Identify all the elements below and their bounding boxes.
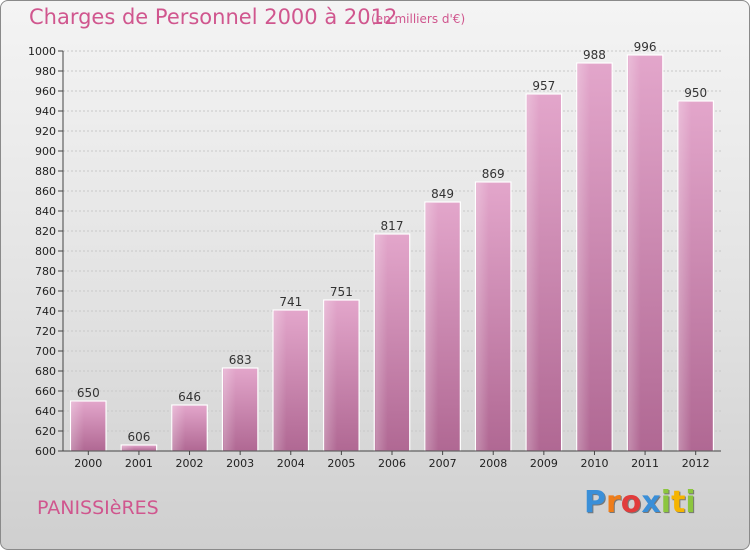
- x-tick-label: 2001: [125, 457, 153, 470]
- value-label: 849: [431, 187, 454, 201]
- bar-highlight: [577, 64, 591, 450]
- brand-letter: i: [685, 485, 696, 520]
- x-tick-label: 2008: [479, 457, 507, 470]
- y-tick-label: 860: [35, 185, 56, 198]
- x-tick-label: 2005: [327, 457, 355, 470]
- x-tick-label: 2007: [429, 457, 457, 470]
- y-tick-label: 1000: [28, 45, 56, 58]
- y-tick-label: 880: [35, 165, 56, 178]
- y-tick-label: 680: [35, 365, 56, 378]
- value-label: 650: [77, 386, 100, 400]
- y-tick-label: 900: [35, 145, 56, 158]
- chart-unit: (en milliers d'€): [371, 12, 466, 26]
- brand-letter: P: [584, 485, 606, 520]
- y-tick-label: 640: [35, 405, 56, 418]
- value-label: 741: [279, 295, 302, 309]
- y-tick-label: 740: [35, 305, 56, 318]
- bar-highlight: [324, 301, 338, 450]
- y-tick-label: 920: [35, 125, 56, 138]
- y-tick-label: 960: [35, 85, 56, 98]
- bar-highlight: [375, 235, 388, 450]
- value-label: 817: [381, 219, 404, 233]
- value-label: 988: [583, 48, 606, 62]
- y-tick-label: 760: [35, 285, 56, 298]
- x-tick-label: 2012: [682, 457, 710, 470]
- y-tick-label: 600: [35, 445, 56, 458]
- bar-chart: 650606646683741751817849869957988996950 …: [28, 40, 721, 470]
- value-label: 683: [229, 353, 252, 367]
- bar-highlight: [628, 56, 641, 450]
- proxiti-logo: Proxiti: [584, 485, 696, 520]
- value-label: 646: [178, 390, 201, 404]
- axes: 600 620 640 660 680 700 720 740 760 780 800 820 840 8…: [28, 45, 721, 470]
- value-label: 751: [330, 285, 353, 299]
- commune-name: PANISSIèRES: [37, 497, 159, 519]
- x-tick-label: 2006: [378, 457, 406, 470]
- x-tick-label: 2003: [226, 457, 254, 470]
- brand-letter: i: [660, 485, 672, 520]
- value-label: 957: [532, 79, 555, 93]
- value-label: 869: [482, 167, 505, 181]
- x-tick-label: 2010: [580, 457, 608, 470]
- value-label: 950: [684, 86, 707, 100]
- bar-highlight: [172, 406, 186, 450]
- bar-highlight: [527, 95, 540, 450]
- y-tick-label: 620: [35, 425, 56, 438]
- x-tick-label: 2000: [74, 457, 102, 470]
- y-tick-label: 720: [35, 325, 56, 338]
- bars: 650 606 646 683 741 751 817 849 869 957 988 996 950: [69, 40, 715, 452]
- bar-highlight: [223, 369, 236, 450]
- bar-highlight: [678, 102, 692, 450]
- y-tick-label: 940: [35, 105, 56, 118]
- y-tick-label: 660: [35, 385, 56, 398]
- x-tick-label: 2009: [530, 457, 558, 470]
- chart-title: Charges de Personnel 2000 à 2012: [29, 5, 398, 29]
- y-tick-label: 780: [35, 265, 56, 278]
- bar-highlight: [122, 446, 135, 450]
- y-tick-label: 700: [35, 345, 56, 358]
- brand-letter: o: [620, 485, 642, 520]
- y-tick-label: 800: [35, 245, 56, 258]
- x-tick-label: 2004: [277, 457, 305, 470]
- brand-letter: r: [606, 485, 621, 520]
- bar-highlight: [71, 402, 84, 450]
- x-tick-label: 2002: [176, 457, 204, 470]
- bar-highlight: [476, 183, 489, 450]
- brand-letter: x: [641, 485, 661, 520]
- y-tick-label: 840: [35, 205, 56, 218]
- value-label: 996: [634, 40, 657, 54]
- y-tick-label: 980: [35, 65, 56, 78]
- bar-highlight: [274, 311, 287, 450]
- value-label: 606: [127, 430, 150, 444]
- y-tick-label: 820: [35, 225, 56, 238]
- x-tick-label: 2011: [631, 457, 659, 470]
- bar-highlight: [425, 203, 439, 450]
- brand-letter: t: [671, 485, 686, 520]
